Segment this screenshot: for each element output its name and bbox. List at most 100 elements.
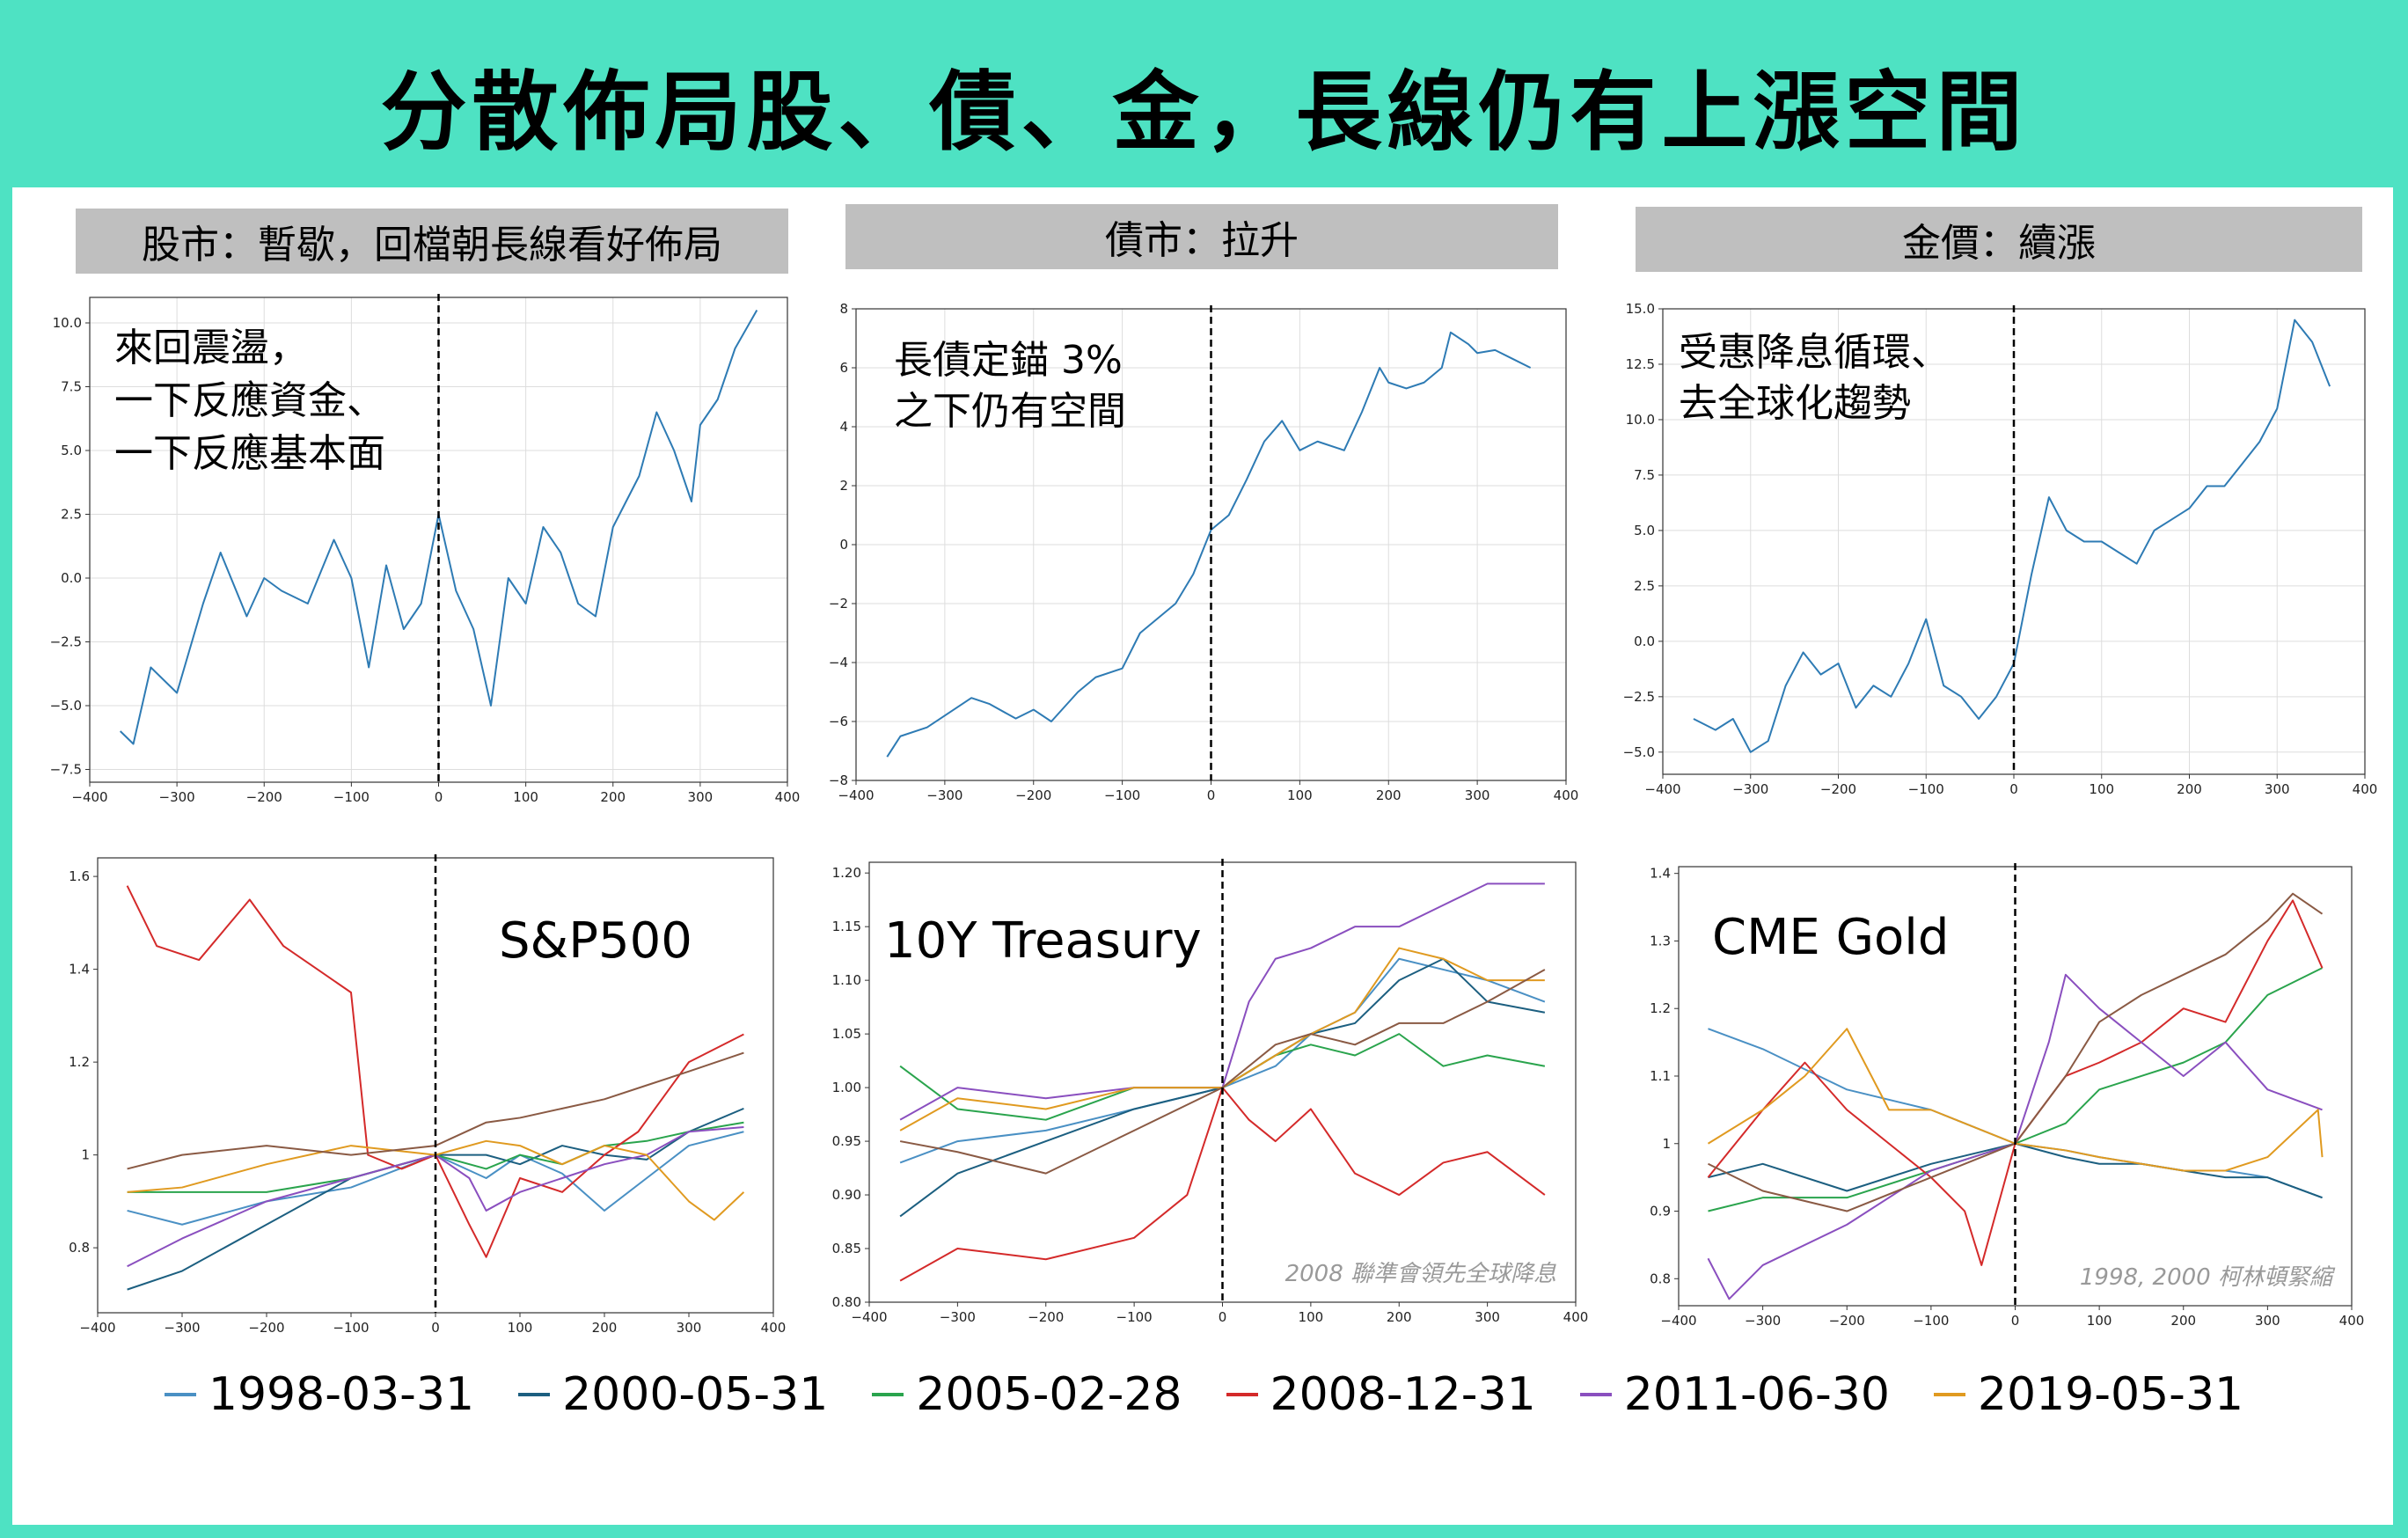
x-tick-label: −100 — [1908, 781, 1944, 797]
x-tick-label: −100 — [333, 789, 370, 805]
y-tick-label: −6 — [829, 714, 848, 729]
legend-swatch — [1579, 1393, 1612, 1396]
y-tick-label: −2.5 — [50, 634, 82, 650]
header-bond: 債市：拉升 — [845, 204, 1558, 269]
x-tick-label: 100 — [513, 789, 538, 805]
series-line-2019-05-31 — [899, 947, 1545, 1132]
series-line-2005-02-28 — [127, 1121, 744, 1193]
x-tick-label: 300 — [2255, 1313, 2280, 1329]
legend-swatch — [1226, 1393, 1258, 1396]
y-tick-label: −5.0 — [50, 698, 82, 714]
series-line-2008-12-31 — [899, 1087, 1546, 1282]
x-tick-label: 400 — [2339, 1313, 2365, 1329]
x-tick-label: −100 — [333, 1320, 369, 1336]
y-tick-label: 8 — [839, 301, 848, 317]
y-tick-label: 1.6 — [69, 868, 90, 884]
x-tick-label: 0 — [431, 1320, 440, 1336]
legend-item: 2000-05-31 — [518, 1368, 828, 1421]
stock-bottom-chart: −400 −300 −200 −100 0 100 200 300 400 0.8 1 1.2 1.4 1… — [69, 854, 786, 1336]
y-tick-label: 12.5 — [1626, 356, 1655, 372]
event-note: 2008 聯準會領先全球降息 — [1285, 1261, 1556, 1287]
series-line-2005-02-28 — [1708, 967, 2323, 1212]
legend-swatch — [518, 1393, 551, 1396]
x-tick-label: 100 — [2089, 781, 2114, 797]
series-line-bond-top — [886, 331, 1532, 758]
x-tick-label: −400 — [838, 787, 874, 803]
x-tick-label: 400 — [1563, 1309, 1589, 1325]
y-tick-label: −7.5 — [50, 762, 82, 778]
y-tick-label: 2 — [839, 478, 848, 494]
x-tick-label: 400 — [2353, 781, 2378, 797]
series-line-2011-06-30 — [1707, 973, 2323, 1300]
legend-label: 2005-02-28 — [916, 1368, 1182, 1421]
annotation-text: 之下仍有空間 — [894, 389, 1126, 434]
x-tick-label: −100 — [1104, 787, 1140, 803]
legend-label: 2000-05-31 — [562, 1368, 829, 1421]
y-tick-label: 1.05 — [832, 1026, 861, 1042]
x-tick-label: 200 — [600, 789, 626, 805]
legend-swatch — [164, 1393, 196, 1396]
y-tick-label: 4 — [839, 419, 848, 435]
x-tick-label: 0 — [2009, 781, 2018, 797]
series-line-2005-02-28 — [899, 1033, 1546, 1121]
series-line-1998-03-31 — [127, 1131, 744, 1226]
legend-swatch — [1933, 1393, 1965, 1396]
y-tick-label: 5.0 — [61, 443, 82, 458]
series-line-brown — [127, 1051, 744, 1170]
x-tick-label: 100 — [508, 1320, 533, 1336]
legend-item: 2005-02-28 — [872, 1368, 1182, 1421]
y-tick-label: 2.5 — [61, 507, 82, 523]
y-tick-label: 0.8 — [1650, 1271, 1671, 1286]
x-tick-label: −200 — [1015, 787, 1051, 803]
x-tick-label: −200 — [1820, 781, 1856, 797]
x-tick-label: 300 — [2265, 781, 2290, 797]
x-tick-label: −200 — [248, 1320, 284, 1336]
x-tick-label: 200 — [592, 1320, 618, 1336]
gold-bottom-chart: −400 −300 −200 −100 0 100 200 300 400 0.8 0.9 1 1.1 1… — [1650, 863, 2364, 1329]
x-tick-label: −200 — [1829, 1313, 1865, 1329]
y-tick-label: 1.2 — [69, 1054, 90, 1070]
y-tick-label: 0.9 — [1650, 1204, 1671, 1219]
x-tick-label: 200 — [2170, 1313, 2196, 1329]
header-gold: 金價：續漲 — [1636, 207, 2362, 272]
series-line-brown — [899, 969, 1546, 1175]
series-title-label: S&P500 — [499, 912, 692, 970]
legend-label: 2011-06-30 — [1623, 1368, 1890, 1421]
y-tick-label: 1.15 — [832, 919, 861, 934]
x-tick-label: −400 — [79, 1320, 115, 1336]
x-tick-label: −400 — [851, 1309, 887, 1325]
y-tick-label: −8 — [829, 773, 848, 788]
y-tick-label: 1 — [81, 1147, 90, 1163]
y-tick-label: 0.95 — [832, 1133, 861, 1149]
annotation-text: 受惠降息循環、 — [1679, 330, 1950, 375]
stock-top-chart: −400 −300 −200 −100 0 100 200 300 400 −7.5 −5.0 −2.… — [50, 294, 800, 805]
bond-bottom-chart: −400 −300 −200 −100 0 100 200 300 400 0.80 0.85 0.9… — [832, 859, 1589, 1325]
y-tick-label: 7.5 — [61, 379, 82, 395]
x-tick-label: 300 — [677, 1320, 702, 1336]
y-tick-label: 1.10 — [832, 972, 861, 988]
legend-label: 2008-12-31 — [1270, 1368, 1536, 1421]
x-tick-label: −300 — [926, 787, 962, 803]
series-line-2000-05-31 — [127, 1107, 744, 1291]
y-tick-label: −2.5 — [1623, 689, 1655, 705]
x-tick-label: −400 — [1660, 1313, 1696, 1329]
y-tick-label: 1.20 — [832, 865, 861, 881]
series-line-2008-12-31 — [126, 885, 744, 1258]
event-note: 1998, 2000 柯林頓緊縮 — [2080, 1264, 2336, 1291]
legend-label: 1998-03-31 — [208, 1368, 475, 1421]
annotation-text: 來回震盪， — [114, 326, 308, 370]
legend: 1998-03-31 2000-05-31 2005-02-28 2008-12-31… — [0, 1359, 2408, 1430]
y-tick-label: 1.3 — [1650, 933, 1671, 948]
x-tick-label: 0 — [2011, 1313, 2020, 1329]
series-line-2000-05-31 — [1708, 1142, 2323, 1199]
annotation-text: 一下反應基本面 — [114, 431, 385, 476]
x-tick-label: 0 — [1207, 787, 1216, 803]
y-tick-label: 0.0 — [1634, 634, 1655, 649]
x-tick-label: −300 — [164, 1320, 200, 1336]
y-tick-label: 1 — [1662, 1136, 1671, 1152]
x-tick-label: −400 — [71, 789, 107, 805]
annotation-text: 長債定錨 3% — [894, 338, 1123, 383]
x-tick-label: −100 — [1913, 1313, 1949, 1329]
series-line-stock-top — [119, 310, 758, 745]
y-tick-label: 1.1 — [1650, 1068, 1671, 1084]
